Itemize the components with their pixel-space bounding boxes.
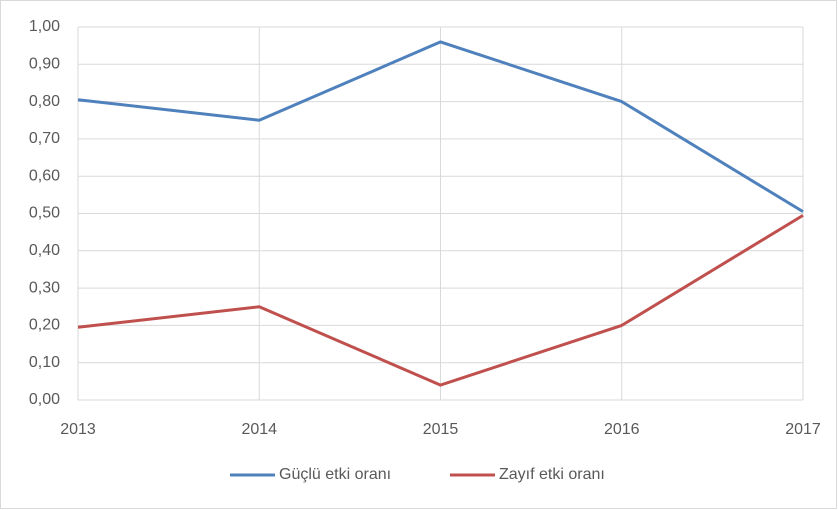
- x-tick-label: 2013: [60, 421, 96, 438]
- x-tick-label: 2017: [785, 421, 821, 438]
- y-tick-label: 0,60: [29, 167, 60, 184]
- y-tick-label: 0,20: [29, 317, 60, 334]
- y-tick-label: 0,50: [29, 205, 60, 222]
- y-tick-label: 0,70: [29, 130, 60, 147]
- y-tick-label: 1,00: [29, 18, 60, 35]
- x-tick-label: 2015: [423, 421, 459, 438]
- y-tick-label: 0,30: [29, 279, 60, 296]
- y-tick-label: 0,10: [29, 354, 60, 371]
- x-tick-label: 2016: [604, 421, 640, 438]
- y-tick-label: 0,40: [29, 242, 60, 259]
- y-tick-label: 0,90: [29, 56, 60, 73]
- y-tick-label: 0,00: [29, 391, 60, 408]
- legend-label: Güçlü etki oranı: [279, 466, 391, 483]
- x-tick-label: 2014: [241, 421, 277, 438]
- y-tick-label: 0,80: [29, 93, 60, 110]
- legend-label: Zayıf etki oranı: [499, 466, 605, 483]
- series-line: [77, 214, 804, 387]
- series-line: [77, 40, 804, 213]
